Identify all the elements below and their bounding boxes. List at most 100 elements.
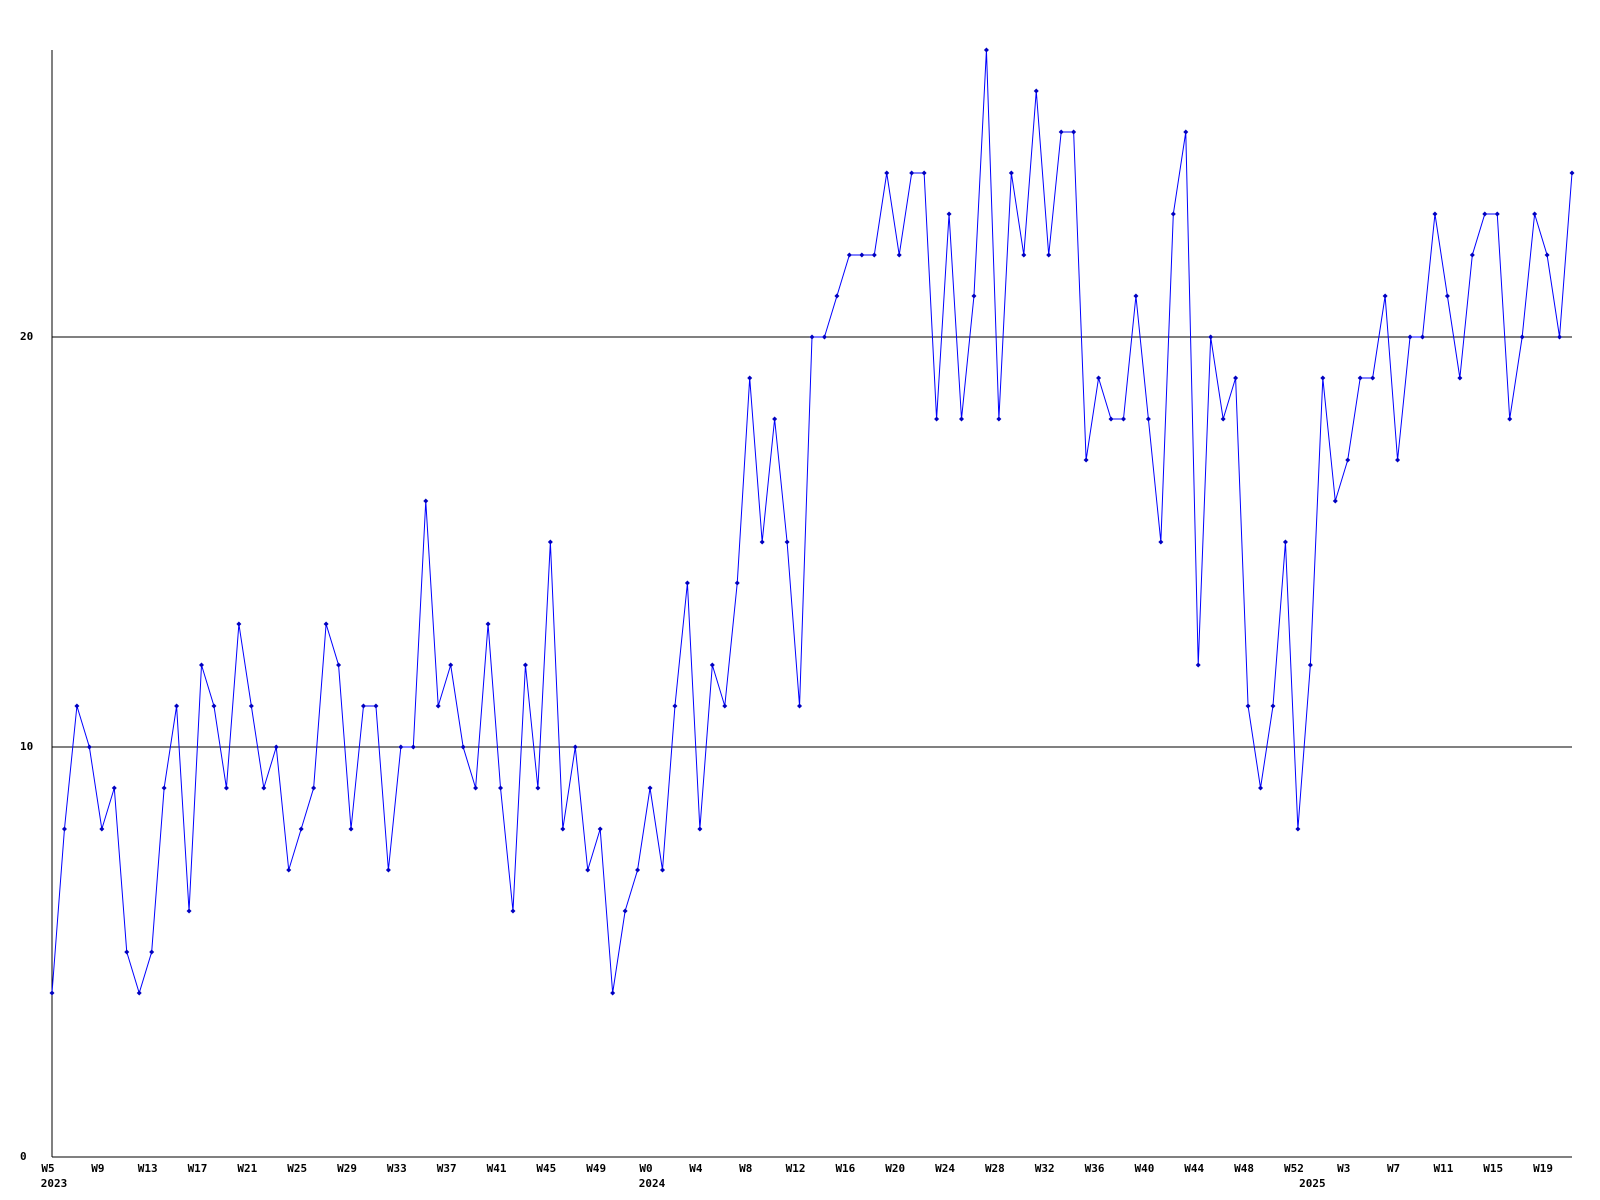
data-point (1158, 539, 1164, 545)
data-point (323, 621, 329, 627)
x-tick-label: W19 (1533, 1162, 1553, 1175)
data-point (1432, 211, 1438, 217)
data-point (99, 826, 105, 832)
data-point (149, 949, 155, 955)
data-point (1096, 375, 1102, 381)
x-tick-label: W17 (188, 1162, 208, 1175)
data-point (1258, 785, 1264, 791)
data-point (759, 539, 765, 545)
x-tick-label: W15 (1483, 1162, 1503, 1175)
data-point (821, 334, 827, 340)
data-point (1008, 170, 1014, 176)
data-point (772, 416, 778, 422)
data-point (547, 539, 553, 545)
data-point (709, 662, 715, 668)
x-tick-label: W13 (138, 1162, 158, 1175)
data-point (286, 867, 292, 873)
data-point (1083, 457, 1089, 463)
data-point (435, 703, 441, 709)
data-line (51, 49, 1573, 995)
data-point (522, 662, 528, 668)
data-point (1444, 293, 1450, 299)
data-point (921, 170, 927, 176)
data-point (61, 826, 67, 832)
data-point (498, 785, 504, 791)
data-point (136, 990, 142, 996)
data-point (348, 826, 354, 832)
data-point (1507, 416, 1513, 422)
x-tick-label: W49 (586, 1162, 606, 1175)
data-point (1046, 252, 1052, 258)
x-tick-label: W45 (536, 1162, 556, 1175)
data-point (747, 375, 753, 381)
data-point (996, 416, 1002, 422)
data-point (659, 867, 665, 873)
data-point (1183, 129, 1189, 135)
data-point (971, 293, 977, 299)
data-point (1195, 662, 1201, 668)
data-point (1544, 252, 1550, 258)
data-point (1482, 211, 1488, 217)
x-tick-label: W12 (786, 1162, 806, 1175)
data-point (385, 867, 391, 873)
x-tick-label: W44 (1184, 1162, 1204, 1175)
data-point (1233, 375, 1239, 381)
x-tick-label: W0 (639, 1162, 652, 1175)
data-point (1208, 334, 1214, 340)
data-point (49, 990, 55, 996)
data-point (909, 170, 915, 176)
data-point (1033, 88, 1039, 94)
x-tick-label: W21 (237, 1162, 257, 1175)
data-point (535, 785, 541, 791)
data-point (410, 744, 416, 750)
data-point (784, 539, 790, 545)
data-point (211, 703, 217, 709)
data-point (1245, 703, 1251, 709)
x-tick-label: W32 (1035, 1162, 1055, 1175)
x-year-label: 2023 (41, 1177, 68, 1190)
data-point (86, 744, 92, 750)
data-point (1407, 334, 1413, 340)
data-point (111, 785, 117, 791)
x-tick-label: W41 (487, 1162, 507, 1175)
data-point (1519, 334, 1525, 340)
data-point (797, 703, 803, 709)
data-point (373, 703, 379, 709)
data-point (622, 908, 628, 914)
x-tick-label: W5 (41, 1162, 54, 1175)
data-point (647, 785, 653, 791)
x-tick-label: W16 (835, 1162, 855, 1175)
data-point (1295, 826, 1301, 832)
x-tick-label: W52 (1284, 1162, 1304, 1175)
data-point (934, 416, 940, 422)
data-point (1220, 416, 1226, 422)
x-year-label: 2025 (1299, 1177, 1326, 1190)
data-point (1120, 416, 1126, 422)
data-point (610, 990, 616, 996)
data-point (560, 826, 566, 832)
data-point (635, 867, 641, 873)
data-point (236, 621, 242, 627)
data-point (697, 826, 703, 832)
data-point (809, 334, 815, 340)
x-tick-label: W48 (1234, 1162, 1254, 1175)
data-point (859, 252, 865, 258)
data-point (1494, 211, 1500, 217)
data-point (311, 785, 317, 791)
data-point (510, 908, 516, 914)
x-tick-label: W37 (437, 1162, 457, 1175)
x-tick-label: W36 (1085, 1162, 1105, 1175)
data-point (273, 744, 279, 750)
data-point (1557, 334, 1563, 340)
data-point (1419, 334, 1425, 340)
data-point (186, 908, 192, 914)
data-point (572, 744, 578, 750)
data-point (298, 826, 304, 832)
x-tick-label: W11 (1433, 1162, 1453, 1175)
data-point (1108, 416, 1114, 422)
data-point (734, 580, 740, 586)
y-tick-label: 10 (20, 740, 33, 753)
data-point (672, 703, 678, 709)
data-point (585, 867, 591, 873)
